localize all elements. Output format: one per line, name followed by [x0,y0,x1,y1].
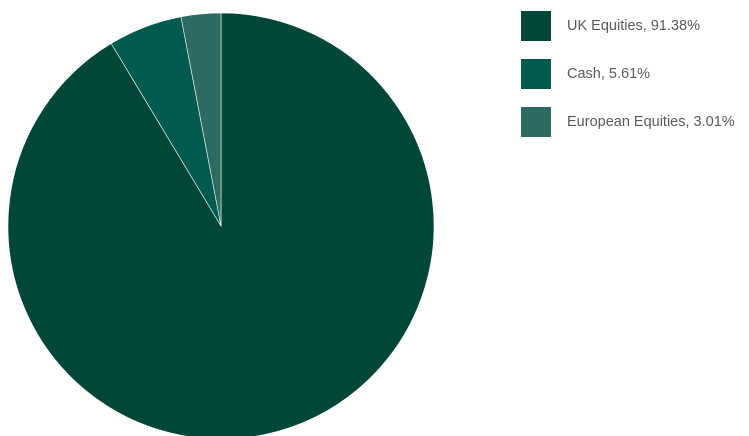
pie-slice-european-equities [180,12,222,227]
pie-slice-uk-equities [7,12,435,436]
legend-label: Cash, 5.61% [567,66,651,82]
legend-swatch [521,59,551,89]
legend-item: Cash, 5.61% [521,59,749,89]
pie-plot-area [7,12,435,436]
legend-label: European Equities, 3.01% [567,114,735,130]
legend-label: UK Equities, 91.38% [567,18,700,34]
legend-swatch [521,107,551,137]
legend: UK Equities, 91.38% Cash, 5.61% European E… [521,11,749,155]
legend-item: UK Equities, 91.38% [521,11,749,41]
legend-swatch [521,11,551,41]
legend-item: European Equities, 3.01% [521,107,749,137]
